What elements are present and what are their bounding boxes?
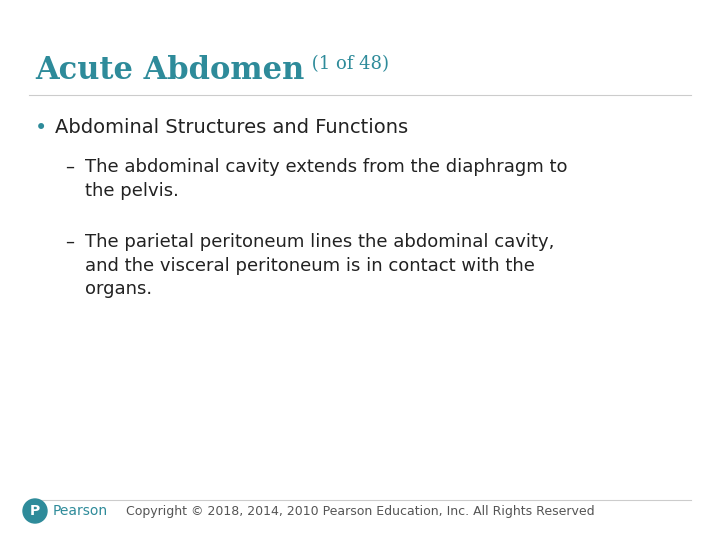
Text: –: – [65, 158, 74, 176]
Text: (1 of 48): (1 of 48) [307, 55, 390, 73]
Text: –: – [65, 233, 74, 251]
Text: Pearson: Pearson [53, 504, 108, 518]
Text: P: P [30, 504, 40, 518]
Text: Abdominal Structures and Functions: Abdominal Structures and Functions [55, 118, 408, 137]
Text: The abdominal cavity extends from the diaphragm to
the pelvis.: The abdominal cavity extends from the di… [85, 158, 567, 200]
Circle shape [23, 499, 47, 523]
Text: •: • [35, 118, 48, 138]
Text: Acute Abdomen: Acute Abdomen [35, 55, 305, 86]
Text: Copyright © 2018, 2014, 2010 Pearson Education, Inc. All Rights Reserved: Copyright © 2018, 2014, 2010 Pearson Edu… [126, 504, 594, 517]
Text: The parietal peritoneum lines the abdominal cavity,
and the visceral peritoneum : The parietal peritoneum lines the abdomi… [85, 233, 554, 298]
